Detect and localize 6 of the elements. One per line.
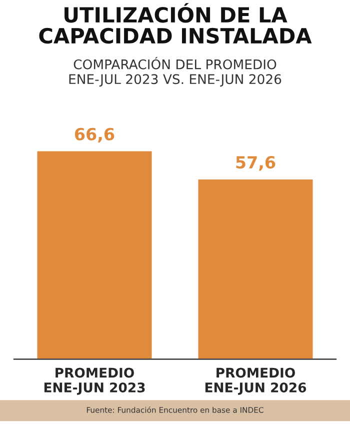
chart-title: UTILIZACIÓN DE LA CAPACIDAD INSTALADA	[39, 3, 312, 44]
x-tick-label: PROMEDIO ENE-JUN 2026	[205, 368, 306, 395]
data-label: 66,6	[74, 128, 114, 143]
chart-subtitle: COMPARACIÓN DEL PROMEDIO ENE-JUL 2023 VS. ENE-JUN 2026	[69, 56, 282, 87]
data-label: 57,6	[236, 156, 276, 171]
x-tick-label: PROMEDIO ENE-JUN 2023	[44, 368, 145, 395]
